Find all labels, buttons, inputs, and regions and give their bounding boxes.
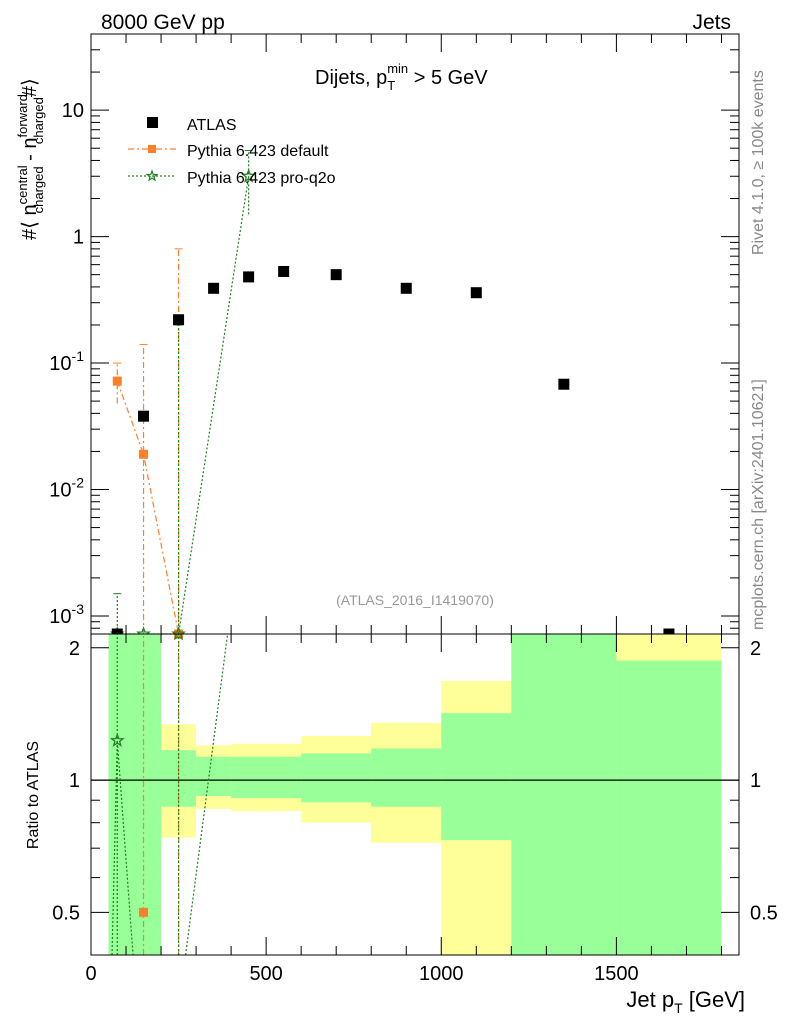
ratio-stat-band xyxy=(301,753,372,803)
ratio-ytick-label-right: 1 xyxy=(750,770,761,792)
ratio-ytick-label-left: 1 xyxy=(69,770,80,792)
ratio-panel: 0.5 0.5 1 1 2 2 0 500 1000 1500 Ratio to ATLAS Je… xyxy=(25,633,778,1016)
proq2o-point xyxy=(241,168,257,183)
ratio-stat-band xyxy=(511,634,617,955)
ratio-ytick-label-left: 2 xyxy=(69,638,80,660)
rivet-version-label: Rivet 4.1.0, ≥ 100k events xyxy=(750,70,767,255)
ratio-stat-band xyxy=(616,660,722,955)
energy-label: 8000 GeV pp xyxy=(101,11,225,34)
main-ytick-label: 10-2 xyxy=(49,475,84,502)
ratio-default-point xyxy=(139,907,149,917)
ratio-proq2o-line xyxy=(111,740,134,956)
default-line xyxy=(116,380,180,635)
atlas-point xyxy=(173,314,185,326)
ratio-ytick-label-right: 0.5 xyxy=(750,902,778,924)
legend: ATLAS Pythia 6.423 default Pythia 6.423 … xyxy=(128,117,336,187)
main-title: Dijets, pTmin > 5 GeV xyxy=(315,61,488,93)
ratio-stat-band xyxy=(371,748,442,807)
xtick-label: 0 xyxy=(85,963,96,985)
ratio-ytick-label-right: 2 xyxy=(750,638,761,660)
mcplots-label: mcplots.cern.ch [arXiv:2401.10621] xyxy=(750,379,767,630)
atlas-point xyxy=(138,410,150,422)
atlas-point xyxy=(208,282,220,294)
main-ylabel: #⟨ ncentralcharged - nforwardcharged#⟩ xyxy=(15,78,46,240)
ratio-proq2o-line xyxy=(184,633,229,956)
atlas-point xyxy=(278,265,290,277)
legend-default-marker xyxy=(148,145,156,153)
main-ytick-label: 10 xyxy=(62,100,84,122)
ratio-stat-band xyxy=(196,756,232,797)
ratio-ylabel: Ratio to ATLAS xyxy=(25,741,42,849)
ratio-stat-band xyxy=(231,756,302,799)
legend-atlas-label: ATLAS xyxy=(187,117,237,134)
ratio-stat-band xyxy=(441,713,512,841)
legend-proq2o-label: Pythia 6.423 pro-q2o xyxy=(187,170,336,187)
main-marks xyxy=(109,149,675,641)
main-panel: 10-3 10-2 10-1 1 10 Dijets, pTmin > 5 GeV #⟨… xyxy=(15,33,740,641)
ratio-marks xyxy=(91,633,739,956)
jets-label: Jets xyxy=(692,11,731,34)
atlas-point xyxy=(330,269,342,281)
legend-atlas-marker xyxy=(147,117,158,128)
atlas-point xyxy=(400,282,412,294)
xtick-label: 1000 xyxy=(419,963,464,985)
ratio-ytick-label-left: 0.5 xyxy=(52,902,80,924)
main-ytick-label: 10-1 xyxy=(49,348,84,375)
analysis-watermark: (ATLAS_2016_I1419070) xyxy=(336,592,494,608)
ratio-proq2o-point xyxy=(109,732,125,747)
main-ticks: 10-3 10-2 10-1 1 10 xyxy=(49,33,739,634)
atlas-point xyxy=(243,271,255,283)
legend-proq2o-marker xyxy=(145,169,159,182)
default-point xyxy=(112,376,122,386)
atlas-point xyxy=(558,378,570,390)
ratio-stat-band xyxy=(126,634,162,955)
atlas-point xyxy=(470,287,482,299)
xaxis-label: Jet pT [GeV] xyxy=(626,987,745,1016)
proq2o-line xyxy=(117,176,250,635)
legend-default-label: Pythia 6.423 default xyxy=(187,143,329,160)
ratio-frame xyxy=(90,633,740,956)
xtick-label: 500 xyxy=(249,963,282,985)
ratio-ticks: 0.5 0.5 1 1 2 2 0 500 1000 1500 xyxy=(52,634,778,985)
main-ytick-label: 10-3 xyxy=(49,601,84,628)
main-ytick-label: 1 xyxy=(73,227,84,249)
xtick-label: 1500 xyxy=(594,963,639,985)
default-point xyxy=(139,449,149,459)
